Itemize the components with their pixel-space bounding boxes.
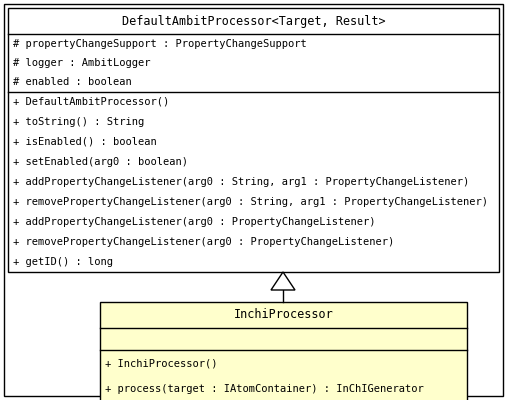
Polygon shape bbox=[271, 272, 295, 290]
Text: + DefaultAmbitProcessor(): + DefaultAmbitProcessor() bbox=[13, 97, 169, 107]
Bar bbox=[100, 302, 467, 400]
Text: DefaultAmbitProcessor<Target, Result>: DefaultAmbitProcessor<Target, Result> bbox=[122, 14, 385, 28]
Text: # propertyChangeSupport : PropertyChangeSupport: # propertyChangeSupport : PropertyChange… bbox=[13, 39, 307, 49]
Text: + setEnabled(arg0 : boolean): + setEnabled(arg0 : boolean) bbox=[13, 157, 188, 167]
Text: + isEnabled() : boolean: + isEnabled() : boolean bbox=[13, 137, 157, 147]
Text: # enabled : boolean: # enabled : boolean bbox=[13, 77, 132, 87]
Text: + removePropertyChangeListener(arg0 : String, arg1 : PropertyChangeListener): + removePropertyChangeListener(arg0 : St… bbox=[13, 197, 488, 207]
Text: + removePropertyChangeListener(arg0 : PropertyChangeListener): + removePropertyChangeListener(arg0 : Pr… bbox=[13, 237, 394, 247]
Text: + process(target : IAtomContainer) : InChIGenerator: + process(target : IAtomContainer) : InC… bbox=[105, 384, 424, 394]
Text: InchiProcessor: InchiProcessor bbox=[234, 308, 334, 322]
Text: + toString() : String: + toString() : String bbox=[13, 117, 144, 127]
Text: # logger : AmbitLogger: # logger : AmbitLogger bbox=[13, 58, 151, 68]
Text: + addPropertyChangeListener(arg0 : PropertyChangeListener): + addPropertyChangeListener(arg0 : Prope… bbox=[13, 217, 376, 227]
Text: + InchiProcessor(): + InchiProcessor() bbox=[105, 358, 218, 368]
Bar bbox=[8, 8, 499, 272]
Text: + addPropertyChangeListener(arg0 : String, arg1 : PropertyChangeListener): + addPropertyChangeListener(arg0 : Strin… bbox=[13, 177, 469, 187]
Text: + getID() : long: + getID() : long bbox=[13, 257, 113, 267]
